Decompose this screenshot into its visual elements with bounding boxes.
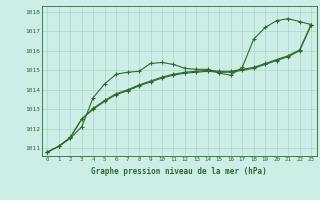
X-axis label: Graphe pression niveau de la mer (hPa): Graphe pression niveau de la mer (hPa) xyxy=(91,167,267,176)
